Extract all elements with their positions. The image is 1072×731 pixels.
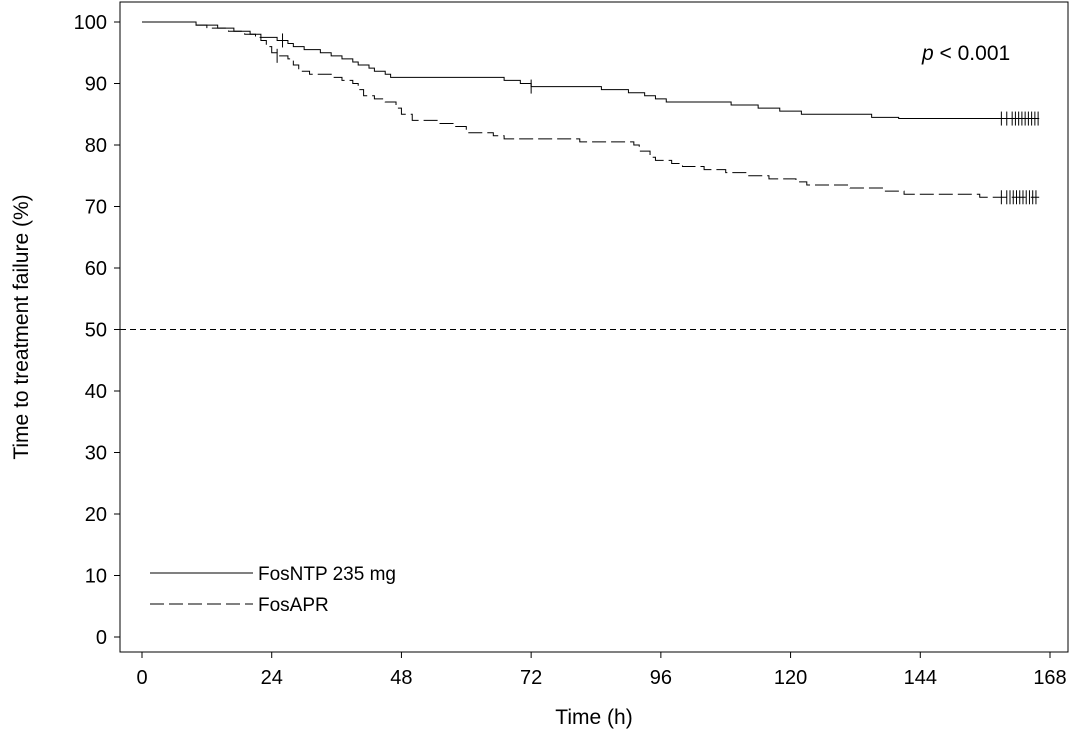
- y-tick-label: 30: [85, 443, 107, 465]
- y-tick-label: 10: [85, 566, 107, 588]
- series-layer: [142, 21, 1040, 205]
- y-tick-label: 80: [85, 135, 107, 157]
- legend-label-fosapr: FosAPR: [258, 595, 329, 616]
- y-tick-label: 70: [85, 197, 107, 219]
- y-axis-title: Time to treatment failure (%): [10, 194, 33, 459]
- legend: FosNTP 235 mg FosAPR: [150, 564, 396, 616]
- plot-frame: [119, 1, 1069, 653]
- x-tick-label: 48: [390, 667, 412, 689]
- y-tick-label: 20: [85, 504, 107, 526]
- x-tick-label: 0: [136, 667, 147, 689]
- p-value-symbol: p: [921, 42, 934, 65]
- x-tick-label: 120: [774, 667, 807, 689]
- x-axis-title: Time (h): [555, 706, 632, 729]
- x-tick-label: 72: [520, 667, 542, 689]
- p-value-text: < 0.001: [934, 42, 1010, 65]
- p-value-annotation: p < 0.001: [921, 42, 1010, 65]
- series-line-fosapr: [142, 21, 1040, 198]
- y-tick-label: 90: [85, 74, 107, 96]
- legend-label-fosntp: FosNTP 235 mg: [258, 564, 396, 585]
- y-tick-label: 60: [85, 258, 107, 280]
- x-tick-label: 168: [1033, 667, 1066, 689]
- y-tick-label: 40: [85, 381, 107, 403]
- y-axis: 0 10 20 30 40 50 60 70 80 90 100: [74, 12, 120, 649]
- x-tick-label: 144: [904, 667, 937, 689]
- x-axis: 0 24 48 72 96 120 144 168: [136, 652, 1067, 689]
- series-line-fosntp: [142, 21, 1040, 120]
- y-tick-label: 0: [96, 627, 107, 649]
- y-tick-label: 100: [74, 12, 107, 34]
- x-tick-label: 24: [261, 667, 283, 689]
- y-tick-label: 50: [85, 320, 107, 342]
- x-tick-label: 96: [650, 667, 672, 689]
